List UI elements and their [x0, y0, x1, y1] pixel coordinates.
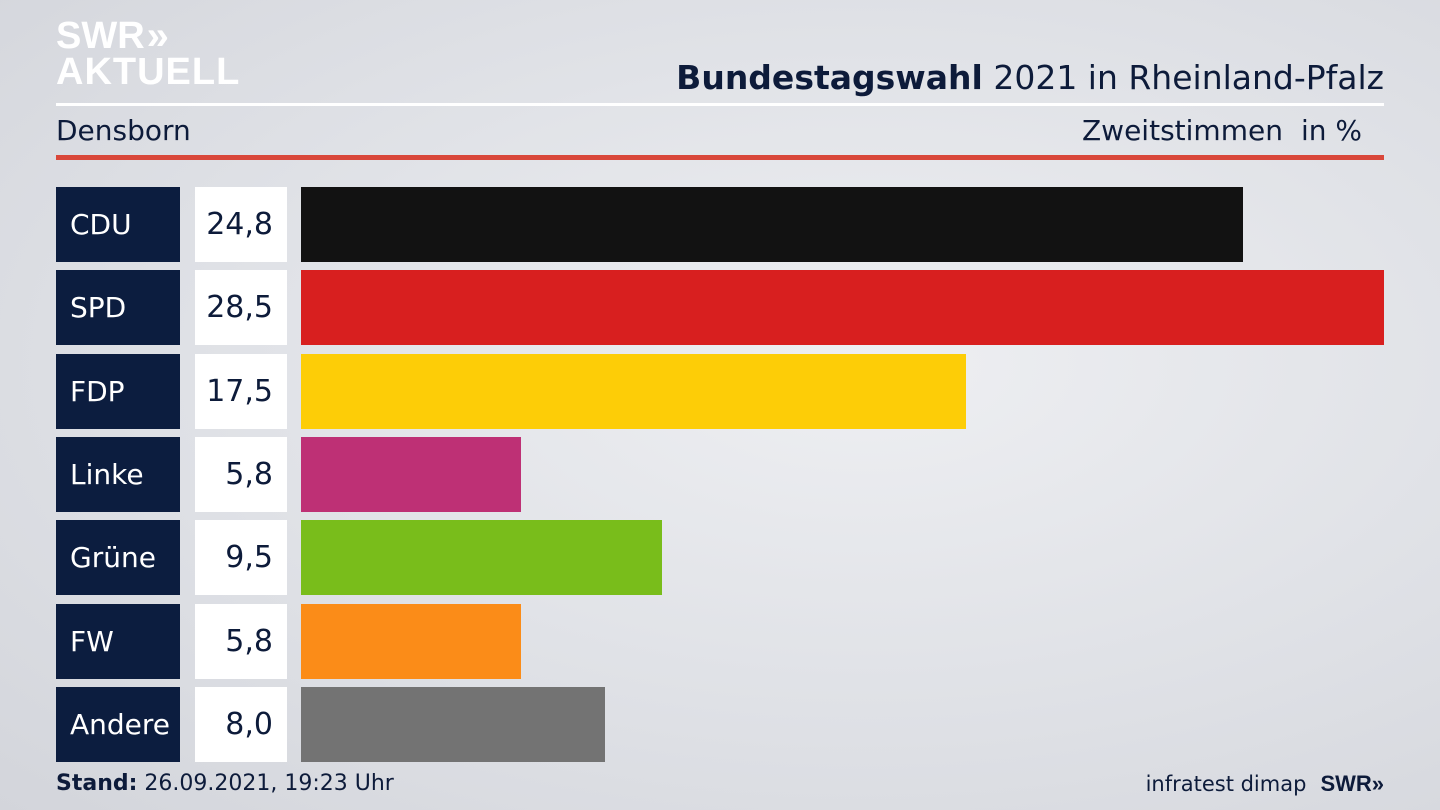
- bar-row-andere: Andere 8,0: [56, 687, 1384, 762]
- bar-cdu: [301, 187, 1243, 262]
- stand-value: 26.09.2021, 19:23 Uhr: [144, 771, 394, 796]
- accent-divider: [56, 155, 1384, 160]
- title-bold: Bundestagswahl: [676, 58, 983, 97]
- bar-andere: [301, 687, 605, 762]
- timestamp: Stand: 26.09.2021, 19:23 Uhr: [56, 771, 394, 796]
- page-title: Bundestagswahl 2021 in Rheinland-Pfalz: [676, 58, 1384, 97]
- title-rest: 2021 in Rheinland-Pfalz: [993, 58, 1384, 97]
- value-label: 9,5: [195, 520, 287, 595]
- party-label: FW: [56, 604, 180, 679]
- party-label: SPD: [56, 270, 180, 345]
- bar-row-fdp: FDP 17,5: [56, 354, 1384, 429]
- measure-text: Zweitstimmen: [1082, 114, 1283, 147]
- bar-row-fw: FW 5,8: [56, 604, 1384, 679]
- logo-aktuell-text: AKTUELL: [56, 51, 241, 93]
- stand-label: Stand:: [56, 771, 138, 796]
- header-divider: [56, 103, 1384, 106]
- bar-row-linke: Linke 5,8: [56, 437, 1384, 512]
- party-label: Grüne: [56, 520, 180, 595]
- party-label: Andere: [56, 687, 180, 762]
- value-label: 24,8: [195, 187, 287, 262]
- unit-text: in %: [1300, 114, 1362, 147]
- swr-logo-small: SWR»: [1320, 771, 1384, 796]
- source-credit: infratest dimap SWR»: [1146, 771, 1384, 797]
- bar-fw: [301, 604, 521, 679]
- bar-row-spd: SPD 28,5: [56, 270, 1384, 345]
- party-label: CDU: [56, 187, 180, 262]
- source-text: infratest dimap: [1145, 772, 1307, 796]
- bar-linke: [301, 437, 521, 512]
- bar-row-grüne: Grüne 9,5: [56, 520, 1384, 595]
- bar-row-cdu: CDU 24,8: [56, 187, 1384, 262]
- logo-swr-text: SWR: [56, 15, 145, 57]
- bar-grüne: [301, 520, 662, 595]
- value-label: 17,5: [195, 354, 287, 429]
- value-label: 5,8: [195, 604, 287, 679]
- bar-spd: [301, 270, 1384, 345]
- party-label: Linke: [56, 437, 180, 512]
- measure-label: Zweitstimmen in %: [1082, 114, 1362, 147]
- value-label: 5,8: [195, 437, 287, 512]
- value-label: 28,5: [195, 270, 287, 345]
- location-label: Densborn: [56, 114, 191, 147]
- party-label: FDP: [56, 354, 180, 429]
- value-label: 8,0: [195, 687, 287, 762]
- swr-aktuell-logo: SWR » AKTUELL: [56, 15, 241, 93]
- bar-fdp: [301, 354, 966, 429]
